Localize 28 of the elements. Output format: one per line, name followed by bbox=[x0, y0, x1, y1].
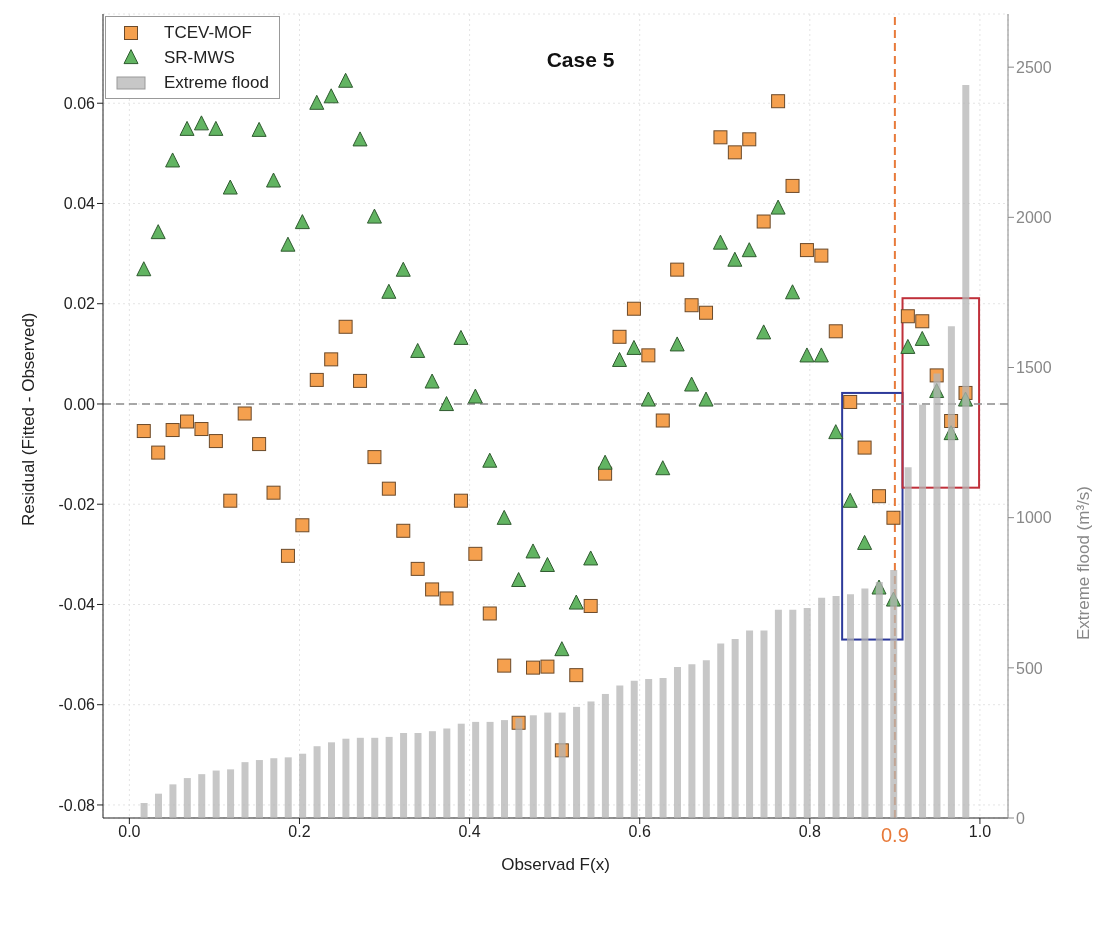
y-tick-label: -0.08 bbox=[58, 796, 96, 814]
legend-label: SR-MWS bbox=[164, 47, 235, 68]
y-tick-label: 0.06 bbox=[63, 94, 96, 112]
legend-label: TCEV-MOF bbox=[164, 22, 252, 43]
y2-tick-label: 500 bbox=[1016, 659, 1043, 677]
y-tick-label: -0.04 bbox=[58, 596, 96, 614]
y-tick-label: -0.02 bbox=[58, 495, 96, 513]
legend-label: Extreme flood bbox=[164, 72, 269, 93]
x-tick-label: 0.0 bbox=[118, 823, 141, 841]
y-tick-label: 0.04 bbox=[63, 195, 96, 213]
x-tick-label: 0.4 bbox=[458, 823, 481, 841]
y2-tick-label: 2000 bbox=[1016, 209, 1052, 227]
y2-axis-title: Extreme flood (m³/s) bbox=[1074, 486, 1094, 640]
x-tick-label: 0.6 bbox=[628, 823, 651, 841]
ref-line-label: 0.9 bbox=[880, 824, 909, 846]
y-tick-label: -0.06 bbox=[58, 696, 96, 714]
y-tick-label: 0.02 bbox=[63, 295, 96, 313]
y-axis-title: Residual (Fitted - Observed) bbox=[19, 312, 39, 526]
y2-tick-label: 1000 bbox=[1016, 509, 1052, 527]
x-tick-label: 1.0 bbox=[968, 823, 992, 841]
x-tick-label: 0.8 bbox=[798, 823, 822, 841]
y2-tick-label: 1500 bbox=[1016, 359, 1052, 377]
y-tick-label: 0.00 bbox=[63, 395, 96, 413]
x-tick-label: 0.2 bbox=[288, 823, 311, 841]
x-axis-title: Observad F(x) bbox=[501, 855, 610, 874]
y2-tick-label: 2500 bbox=[1016, 58, 1052, 76]
y2-tick-label: 0 bbox=[1016, 809, 1025, 827]
text: Case 5 bbox=[546, 48, 615, 71]
